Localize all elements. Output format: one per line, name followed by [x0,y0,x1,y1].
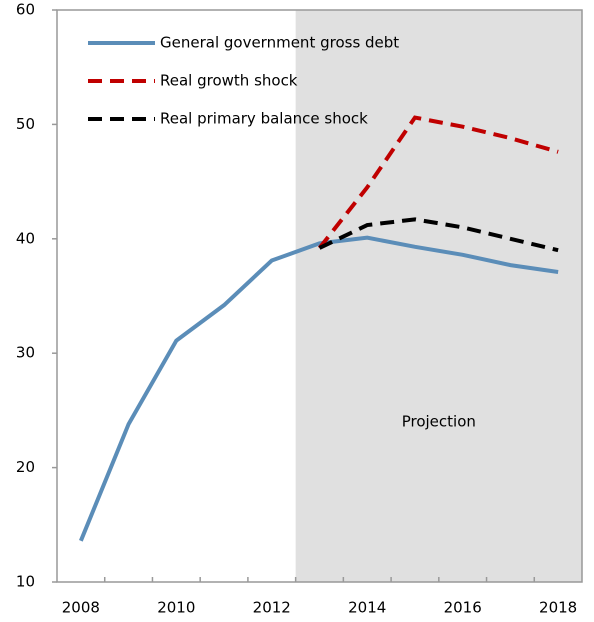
projection-label: Projection [402,413,476,431]
projection-shade [295,10,582,582]
plot-frame [56,9,583,583]
y-tick-label: 50 [16,115,35,133]
x-tick-label: 2010 [157,599,195,617]
y-tick-label: 20 [16,458,35,476]
series-line [318,217,559,253]
x-tick-label: 2012 [253,599,291,617]
series-line [317,115,559,250]
legend-label: Real primary balance shock [160,110,368,128]
x-tick-label: 2018 [539,599,577,617]
y-tick-label: 10 [16,573,35,591]
legend-label: Real growth shock [160,72,298,90]
x-tick-label: 2016 [444,599,482,617]
legend-label: General government gross debt [160,34,399,52]
x-tick-label: 2014 [348,599,386,617]
y-tick-label: 30 [16,344,35,362]
y-tick-label: 40 [16,229,35,247]
series-line [79,235,559,542]
x-tick-label: 2008 [62,599,100,617]
y-tick-label: 60 [16,1,35,19]
